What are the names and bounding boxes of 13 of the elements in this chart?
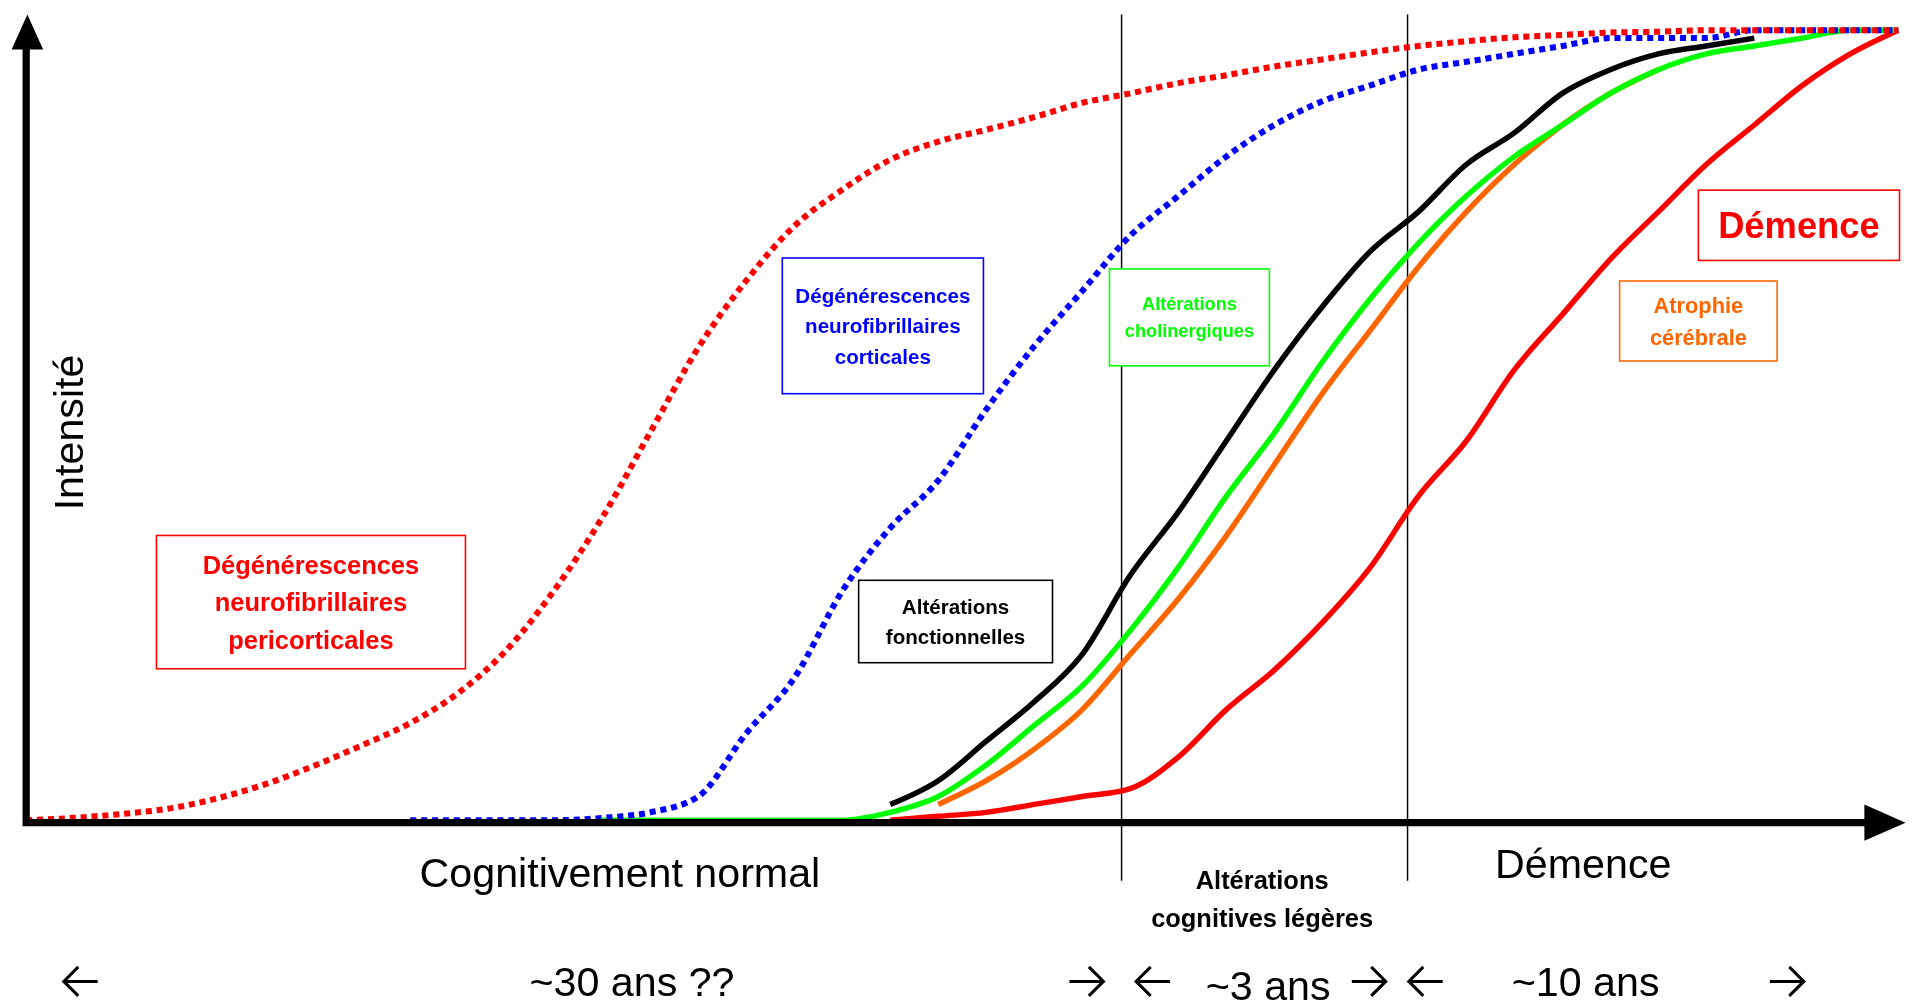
series-label: Démence bbox=[1718, 205, 1880, 247]
text: ~10 ans bbox=[1511, 958, 1660, 1005]
text: Altérations cognitives légères bbox=[1151, 866, 1374, 932]
text: Démence bbox=[1495, 841, 1672, 888]
y-axis-title: Intensité bbox=[46, 354, 93, 511]
text: Altérations fonctionnelles bbox=[885, 594, 1026, 649]
text: Cognitivement normal bbox=[419, 849, 821, 896]
text: Atrophie cérébrale bbox=[1649, 292, 1747, 350]
text: ~30 ans ?? bbox=[529, 958, 735, 1005]
text: ~3 ans bbox=[1205, 962, 1331, 1008]
text: Dégénérescences neurofibrillaires pericorticales bbox=[202, 550, 420, 654]
series-label: Dégénérescences neurofibrillaires corticales bbox=[795, 283, 971, 368]
text: Altérations cholinergiques bbox=[1124, 294, 1255, 342]
